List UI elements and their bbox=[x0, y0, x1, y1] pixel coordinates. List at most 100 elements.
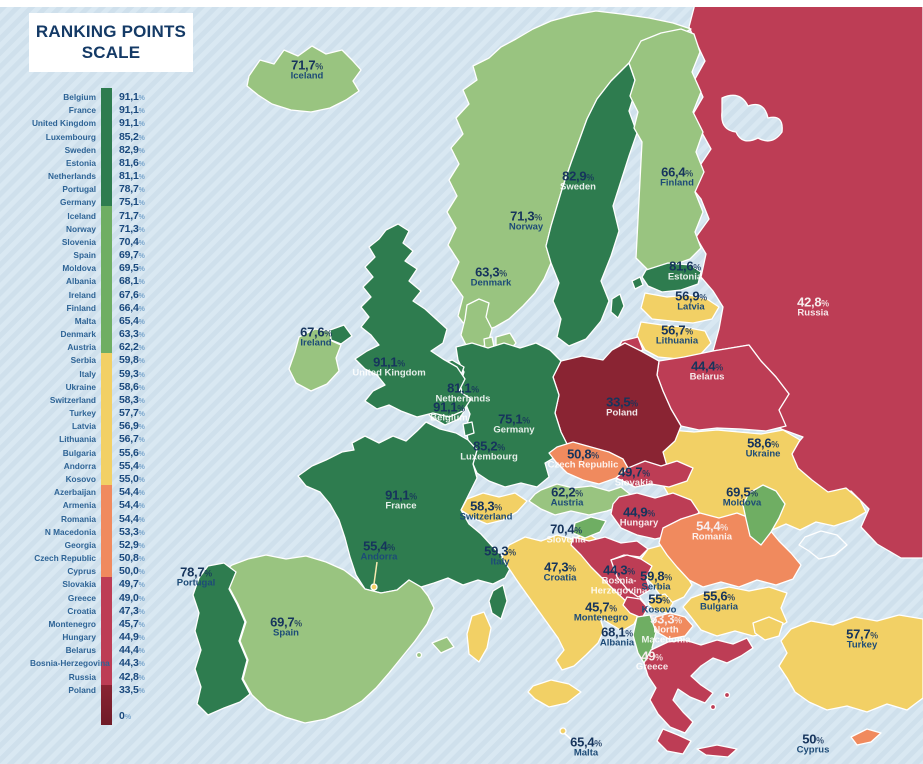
legend-country-value: 55,0% bbox=[119, 472, 145, 485]
legend-country-name: Moldova bbox=[62, 263, 96, 274]
legend-country-value: 85,2% bbox=[119, 130, 145, 143]
country-kosovo bbox=[647, 593, 674, 614]
legend-segment-dark_red bbox=[101, 685, 112, 725]
legend-country-name: Austria bbox=[67, 342, 96, 353]
legend-row: Russia 42,8% bbox=[30, 671, 190, 684]
legend-row: Malta 65,4% bbox=[30, 315, 190, 328]
legend-country-name: Ukraine bbox=[65, 381, 96, 392]
legend-segment-mid_green bbox=[101, 206, 112, 353]
legend-row: Portugal 78,7% bbox=[30, 183, 190, 196]
legend-row: N Macedonia 53,3% bbox=[30, 526, 190, 539]
legend-country-name: Denmark bbox=[60, 329, 96, 340]
legend-country-name: Montenegro bbox=[48, 618, 96, 629]
legend-country-value: 58,6% bbox=[119, 380, 145, 393]
legend-country-value: 70,4% bbox=[119, 235, 145, 248]
legend-country-value: 68,1% bbox=[119, 275, 145, 288]
legend-rows: Belgium 91,1% France 91,1% United Kingdom 91,… bbox=[30, 91, 190, 697]
legend-country-name: Lithuania bbox=[59, 434, 96, 445]
legend-row: Cyprus 50,0% bbox=[30, 565, 190, 578]
legend-country-value: 69,7% bbox=[119, 249, 145, 262]
country-bosnia bbox=[610, 554, 653, 598]
region-turkey-europe bbox=[752, 616, 784, 641]
legend-country-name: Netherlands bbox=[48, 171, 96, 182]
legend-row: Spain 69,7% bbox=[30, 249, 190, 262]
legend-row: Armenia 54,4% bbox=[30, 499, 190, 512]
legend-country-name: Slovakia bbox=[62, 579, 96, 590]
legend-country-value: 54,4% bbox=[119, 486, 145, 499]
legend-country-value: 75,1% bbox=[119, 196, 145, 209]
legend-country-value: 53,3% bbox=[119, 525, 145, 538]
legend-country-value: 33,5% bbox=[119, 683, 145, 696]
legend-country-value: 66,4% bbox=[119, 301, 145, 314]
legend-country-name: Iceland bbox=[67, 210, 96, 221]
island-mallorca bbox=[431, 636, 455, 654]
legend-country-value: 44,3% bbox=[119, 657, 145, 670]
legend-country-name: Norway bbox=[66, 223, 96, 234]
legend-country-name: Kosovo bbox=[65, 473, 96, 484]
legend-country-value: 58,3% bbox=[119, 393, 145, 406]
legend-country-name: N Macedonia bbox=[44, 526, 96, 537]
country-turkey bbox=[778, 614, 923, 713]
legend-country-value: 55,4% bbox=[119, 459, 145, 472]
legend-country-name: Finland bbox=[66, 302, 97, 313]
legend-country-value: 55,6% bbox=[119, 446, 145, 459]
legend-row: Poland 33,5% bbox=[30, 684, 190, 697]
legend-row: Azerbaijan 54,4% bbox=[30, 486, 190, 499]
legend-country-value: 44,9% bbox=[119, 631, 145, 644]
country-sweden bbox=[545, 62, 638, 347]
legend-country-name: Armenia bbox=[62, 500, 96, 511]
legend-country-value: 78,7% bbox=[119, 183, 145, 196]
legend-country-name: Poland bbox=[68, 684, 96, 695]
legend-row: Italy 59,3% bbox=[30, 368, 190, 381]
legend-row: Greece 49,0% bbox=[30, 592, 190, 605]
country-spain bbox=[218, 554, 435, 724]
legend-row: Estonia 81,6% bbox=[30, 157, 190, 170]
legend-row: Bulgaria 55,6% bbox=[30, 447, 190, 460]
legend-row: Albania 68,1% bbox=[30, 275, 190, 288]
legend-country-value: 57,7% bbox=[119, 407, 145, 420]
legend-row: Andorra 55,4% bbox=[30, 460, 190, 473]
andorra-leader-line bbox=[373, 561, 378, 585]
legend-country-value: 63,3% bbox=[119, 328, 145, 341]
ranking-scale-title: RANKING POINTS SCALE bbox=[29, 13, 193, 72]
island-saaremaa bbox=[631, 276, 644, 290]
legend-country-name: Italy bbox=[79, 368, 96, 379]
country-slovakia bbox=[615, 460, 694, 488]
legend-row: Belgium 91,1% bbox=[30, 91, 190, 104]
legend-country-value: 91,1% bbox=[119, 104, 145, 117]
legend-zero-label: 0% bbox=[119, 710, 132, 722]
legend-country-name: Belgium bbox=[63, 92, 96, 102]
legend-row: Serbia 59,8% bbox=[30, 354, 190, 367]
legend-country-name: Latvia bbox=[72, 421, 96, 432]
country-france bbox=[297, 421, 512, 594]
legend-country-value: 50,0% bbox=[119, 565, 145, 578]
island-gotland bbox=[610, 293, 625, 319]
legend-row: Switzerland 58,3% bbox=[30, 394, 190, 407]
legend-segment-orange bbox=[101, 485, 112, 577]
legend-segment-red bbox=[101, 577, 112, 685]
legend-country-name: Slovenia bbox=[61, 236, 96, 247]
legend-row: Latvia 56,9% bbox=[30, 420, 190, 433]
legend-country-name: Sweden bbox=[64, 144, 96, 155]
country-moldova bbox=[742, 484, 786, 546]
legend-row: Denmark 63,3% bbox=[30, 328, 190, 341]
legend-row: Montenegro 45,7% bbox=[30, 618, 190, 631]
legend-segment-dark_green bbox=[101, 88, 112, 206]
legend-row: United Kingdom 91,1% bbox=[30, 117, 190, 130]
country-andorra bbox=[370, 583, 378, 591]
legend-row: Finland 66,4% bbox=[30, 302, 190, 315]
legend-segment-yellow bbox=[101, 353, 112, 485]
legend-country-value: 44,4% bbox=[119, 644, 145, 657]
legend-country-name: Turkey bbox=[69, 408, 96, 419]
country-germany bbox=[455, 342, 570, 488]
legend-country-value: 42,8% bbox=[119, 670, 145, 683]
legend-country-value: 71,3% bbox=[119, 222, 145, 235]
legend-country-value: 82,9% bbox=[119, 143, 145, 156]
legend-country-value: 56,9% bbox=[119, 420, 145, 433]
legend-row: Austria 62,2% bbox=[30, 341, 190, 354]
legend-country-value: 59,3% bbox=[119, 367, 145, 380]
country-finland bbox=[628, 28, 705, 271]
legend-country-name: Bosnia-Herzegovina bbox=[30, 658, 110, 669]
legend-row: Georgia 52,9% bbox=[30, 539, 190, 552]
